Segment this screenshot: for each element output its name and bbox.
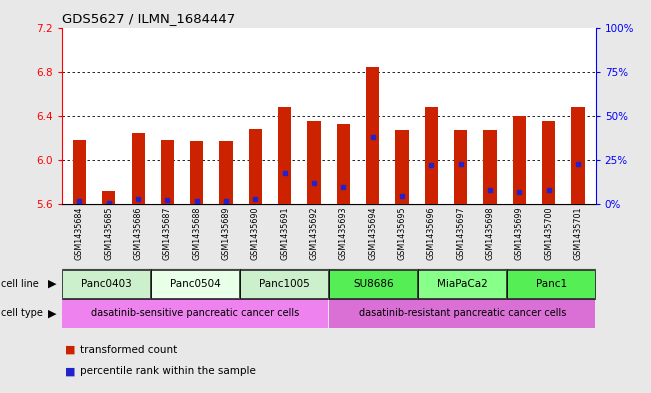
Text: GSM1435699: GSM1435699 [515, 206, 524, 260]
Text: Panc0504: Panc0504 [170, 279, 221, 289]
Bar [395, 130, 409, 204]
Text: GSM1435696: GSM1435696 [427, 206, 436, 260]
Bar [329, 270, 417, 298]
Text: SU8686: SU8686 [353, 279, 394, 289]
Text: transformed count: transformed count [80, 345, 177, 355]
Text: GSM1435684: GSM1435684 [75, 206, 84, 260]
Bar [329, 299, 595, 328]
Text: GSM1435695: GSM1435695 [398, 206, 407, 260]
Text: Panc1005: Panc1005 [259, 279, 310, 289]
Bar [249, 129, 262, 204]
Text: GSM1435698: GSM1435698 [486, 206, 495, 260]
Bar [190, 141, 203, 204]
Text: dasatinib-sensitive pancreatic cancer cells: dasatinib-sensitive pancreatic cancer ce… [91, 309, 299, 318]
Bar [425, 107, 438, 204]
Text: dasatinib-resistant pancreatic cancer cells: dasatinib-resistant pancreatic cancer ce… [359, 309, 566, 318]
Bar [278, 107, 292, 204]
Bar [366, 67, 380, 204]
Text: Panc1: Panc1 [536, 279, 567, 289]
Text: Panc0403: Panc0403 [81, 279, 132, 289]
Bar [542, 121, 555, 204]
Text: ▶: ▶ [48, 309, 56, 318]
Bar [337, 124, 350, 204]
Text: GSM1435686: GSM1435686 [133, 206, 143, 260]
Bar [73, 140, 86, 204]
Text: GSM1435694: GSM1435694 [368, 206, 377, 260]
Bar [240, 270, 328, 298]
Text: percentile rank within the sample: percentile rank within the sample [80, 366, 256, 376]
Bar [513, 116, 526, 204]
Bar [572, 107, 585, 204]
Text: GSM1435693: GSM1435693 [339, 206, 348, 260]
Bar [132, 132, 145, 204]
Text: cell line: cell line [1, 279, 39, 289]
Bar [307, 121, 321, 204]
Bar [161, 140, 174, 204]
Text: GSM1435697: GSM1435697 [456, 206, 465, 260]
Bar [152, 270, 239, 298]
Bar [219, 141, 232, 204]
Bar [454, 130, 467, 204]
Bar [419, 270, 506, 298]
Text: GSM1435687: GSM1435687 [163, 206, 172, 260]
Text: GSM1435691: GSM1435691 [281, 206, 289, 260]
Bar [62, 270, 150, 298]
Text: ■: ■ [65, 366, 79, 376]
Text: GSM1435700: GSM1435700 [544, 206, 553, 260]
Text: cell type: cell type [1, 309, 43, 318]
Text: GSM1435689: GSM1435689 [221, 206, 230, 260]
Bar [484, 130, 497, 204]
Text: ■: ■ [65, 345, 79, 355]
Bar [507, 270, 595, 298]
Text: GSM1435692: GSM1435692 [310, 206, 318, 260]
Text: GSM1435690: GSM1435690 [251, 206, 260, 260]
Text: GSM1435685: GSM1435685 [104, 206, 113, 260]
Text: MiaPaCa2: MiaPaCa2 [437, 279, 488, 289]
Text: GSM1435688: GSM1435688 [192, 206, 201, 260]
Text: GDS5627 / ILMN_1684447: GDS5627 / ILMN_1684447 [62, 12, 235, 25]
Text: ▶: ▶ [48, 279, 56, 289]
Bar [62, 299, 328, 328]
Bar [102, 191, 115, 204]
Text: GSM1435701: GSM1435701 [574, 206, 583, 260]
